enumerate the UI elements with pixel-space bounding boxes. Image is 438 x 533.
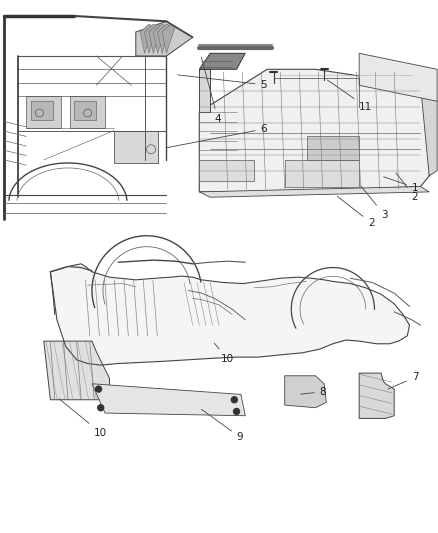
Circle shape <box>231 397 237 403</box>
Polygon shape <box>136 21 193 56</box>
Text: 3: 3 <box>361 186 388 220</box>
Text: 7: 7 <box>388 373 418 389</box>
Polygon shape <box>285 160 359 187</box>
Text: 2: 2 <box>337 196 374 228</box>
Polygon shape <box>149 24 162 53</box>
Polygon shape <box>26 96 61 128</box>
Polygon shape <box>145 24 158 53</box>
Polygon shape <box>199 69 210 112</box>
Polygon shape <box>70 96 105 128</box>
Text: 6: 6 <box>167 124 267 148</box>
Text: 10: 10 <box>59 399 107 438</box>
Polygon shape <box>199 160 254 181</box>
Polygon shape <box>140 24 153 53</box>
Polygon shape <box>199 187 429 197</box>
Polygon shape <box>74 101 96 120</box>
Text: 8: 8 <box>300 387 326 397</box>
Text: 9: 9 <box>201 409 243 442</box>
Polygon shape <box>285 376 326 408</box>
Text: 4: 4 <box>201 57 221 124</box>
Circle shape <box>98 405 104 411</box>
Polygon shape <box>50 264 410 365</box>
Polygon shape <box>158 24 171 53</box>
Polygon shape <box>162 24 175 53</box>
Polygon shape <box>420 85 437 176</box>
Polygon shape <box>153 24 166 53</box>
Text: 11: 11 <box>327 80 372 111</box>
Text: 2: 2 <box>396 173 418 202</box>
Circle shape <box>233 408 240 415</box>
Polygon shape <box>31 101 53 120</box>
Text: 1: 1 <box>384 177 418 192</box>
Text: 5: 5 <box>178 75 267 90</box>
Polygon shape <box>307 136 359 160</box>
Polygon shape <box>199 69 429 192</box>
Polygon shape <box>114 131 158 163</box>
Polygon shape <box>199 53 245 69</box>
Text: 10: 10 <box>214 343 234 364</box>
Polygon shape <box>92 384 245 416</box>
Polygon shape <box>359 53 437 101</box>
Polygon shape <box>44 341 110 400</box>
Polygon shape <box>359 373 394 418</box>
Circle shape <box>95 386 102 392</box>
